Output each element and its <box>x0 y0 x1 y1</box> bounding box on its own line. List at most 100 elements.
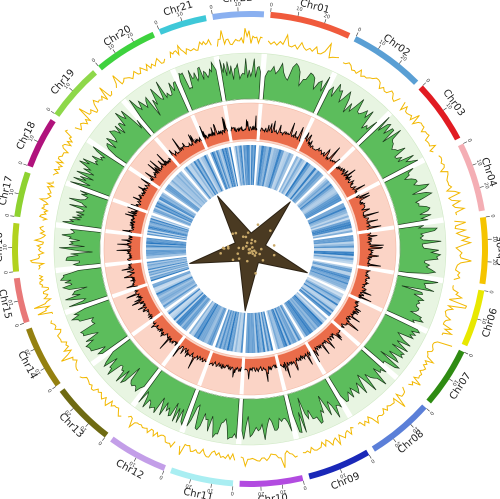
heat-cell <box>281 158 303 194</box>
black-line-chr13 <box>150 320 179 349</box>
black-line-chr22 <box>230 115 258 133</box>
tick-label: 10 <box>339 471 347 479</box>
heat-cell <box>273 308 290 346</box>
heat-cell <box>156 277 194 298</box>
heat-cell <box>305 198 342 220</box>
tick-label: 20 <box>393 440 402 449</box>
heat-cell <box>146 251 187 255</box>
green-area-track <box>53 52 447 446</box>
chromosome-label-chr07: Chr07 <box>448 371 474 402</box>
heat-cell <box>146 252 187 256</box>
heat-cell <box>268 309 282 349</box>
heat-cell <box>170 290 202 318</box>
heat-cell <box>156 202 193 222</box>
heat-cell <box>169 289 202 317</box>
tick-label: 10 <box>2 244 8 250</box>
heat-cell <box>261 311 272 352</box>
heat-cell <box>238 145 244 186</box>
heat-cell <box>208 307 226 346</box>
heat-cell <box>252 145 257 186</box>
heat-cell <box>313 237 354 243</box>
tick-mark <box>189 479 191 484</box>
heat-cell <box>157 200 194 221</box>
heat-cell <box>224 311 236 351</box>
starfish-spot <box>245 241 249 245</box>
heat-cell <box>285 301 310 336</box>
tick-mark <box>10 215 15 217</box>
heat-cell <box>159 196 195 218</box>
heat-cell <box>292 295 322 327</box>
red-area-chr07 <box>333 296 361 331</box>
tick-label: 0 <box>47 387 54 393</box>
starfish-spot <box>253 254 257 257</box>
tick-label: 10 <box>207 487 214 494</box>
heat-cell <box>146 242 187 246</box>
tick-label: 10 <box>107 43 116 52</box>
heat-cell <box>223 148 235 188</box>
heat-cell <box>148 263 188 274</box>
heat-cell <box>259 312 268 352</box>
tick-mark <box>23 163 28 166</box>
heat-cell <box>288 298 315 332</box>
heat-cell <box>173 177 204 206</box>
heat-cell <box>279 157 301 194</box>
heat-cell <box>307 276 344 296</box>
guide-ring <box>103 102 397 396</box>
heat-cell <box>309 210 348 227</box>
heat-cell <box>302 284 337 309</box>
chromosome-band-chr07 <box>426 349 465 404</box>
heat-cell <box>269 149 285 189</box>
starfish-spot <box>234 231 238 235</box>
red-area-chr19 <box>145 154 178 187</box>
heat-cell <box>247 312 250 353</box>
heat-cell <box>147 260 188 269</box>
heat-cell <box>312 260 353 270</box>
chromosome-band-chr12 <box>110 436 166 471</box>
heat-cell <box>162 283 198 308</box>
heat-cell <box>150 268 190 282</box>
yellow-line-chr22 <box>216 28 263 47</box>
tick-label: 0 <box>356 27 362 34</box>
heat-cell <box>192 302 216 337</box>
heat-cell <box>304 195 340 217</box>
tick-label: 20 <box>185 482 193 489</box>
heat-cell <box>255 312 262 353</box>
starfish-spot <box>227 246 230 250</box>
heat-cell <box>196 158 219 195</box>
heat-cell <box>149 264 189 276</box>
tick-mark <box>472 163 477 166</box>
heat-cell <box>312 263 352 275</box>
red-area-chr18 <box>130 178 158 211</box>
heat-cell <box>153 272 192 290</box>
heat-cell <box>304 280 341 303</box>
heat-cell <box>313 239 354 245</box>
heat-cell <box>309 271 348 287</box>
heat-cell <box>164 188 199 213</box>
tick-label: 10 <box>491 236 497 243</box>
yellow-line-chr21 <box>169 38 212 58</box>
heat-cell <box>313 247 354 250</box>
red-area-chr09 <box>277 344 313 378</box>
heat-cell <box>149 266 189 279</box>
heat-cell <box>258 145 267 186</box>
heat-cell <box>161 282 197 306</box>
starfish-spot <box>254 272 257 275</box>
tick-mark <box>131 37 134 42</box>
heat-cell <box>154 206 192 224</box>
yellow-line-chr01 <box>267 33 339 59</box>
heat-cell <box>181 297 210 329</box>
heat-cell <box>166 185 200 211</box>
chromosome-band-chr11 <box>170 467 234 487</box>
red-area-chr03 <box>329 166 365 198</box>
tick-mark <box>50 110 55 114</box>
heat-cell <box>260 311 270 352</box>
heat-cell <box>290 168 319 201</box>
heat-cell <box>271 308 288 347</box>
heat-cell <box>275 307 294 345</box>
heat-cell <box>168 182 201 209</box>
starfish-spot <box>241 235 245 238</box>
heat-cell <box>298 180 330 208</box>
heat-cell <box>313 255 354 263</box>
tick-mark <box>410 424 414 428</box>
